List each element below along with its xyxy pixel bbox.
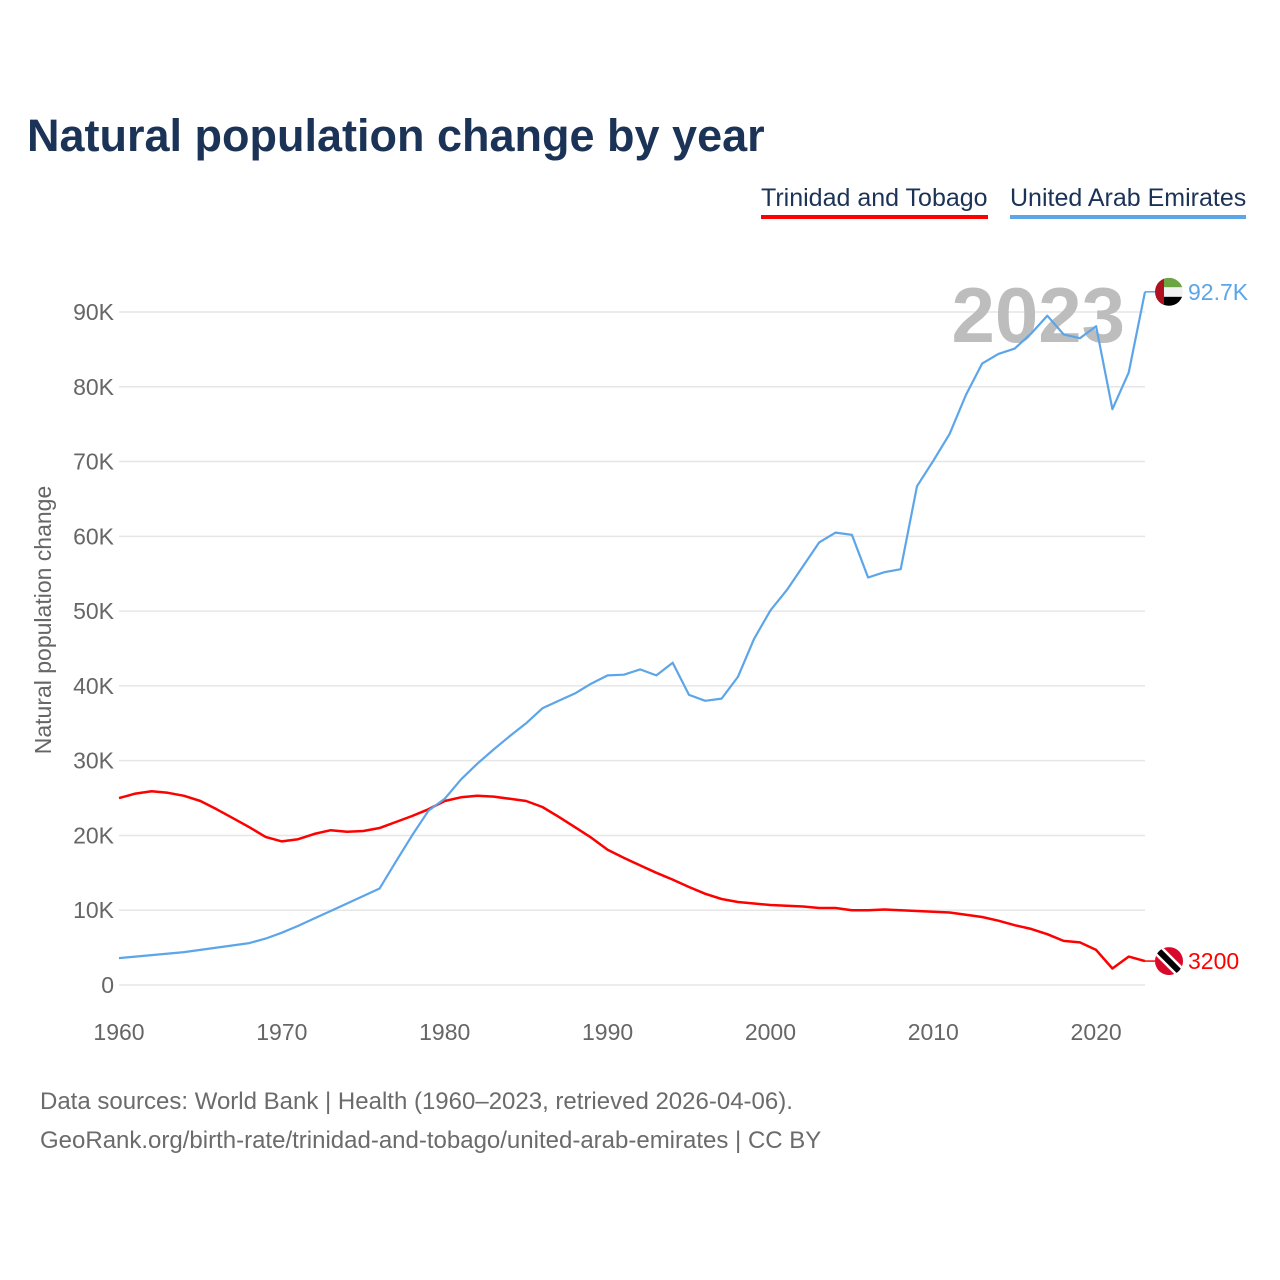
- y-axis-label: Natural population change: [30, 486, 56, 755]
- y-tick-label: 60K: [73, 523, 115, 549]
- trinidad-and-tobago-flag-icon: [1155, 947, 1183, 976]
- y-tick-label: 0: [101, 972, 114, 998]
- end-value-label: 3200: [1188, 948, 1239, 974]
- y-tick-label: 20K: [73, 822, 115, 848]
- united-arab-emirates-flag-icon: [1155, 277, 1183, 306]
- x-tick-label: 2000: [745, 1019, 796, 1045]
- y-tick-label: 80K: [73, 374, 115, 400]
- legend-item-united-arab-emirates[interactable]: United Arab Emirates: [1010, 184, 1247, 219]
- chart-title: Natural population change by year: [27, 110, 765, 161]
- x-tick-label: 1990: [582, 1019, 633, 1045]
- y-tick-label: 90K: [73, 299, 115, 325]
- x-tick-label: 2010: [908, 1019, 959, 1045]
- end-value-label: 92.7K: [1188, 279, 1249, 305]
- x-tick-label: 1970: [256, 1019, 307, 1045]
- y-tick-label: 10K: [73, 897, 115, 923]
- source-note: Data sources: World Bank | Health (1960–…: [40, 1088, 793, 1115]
- x-tick-label: 2020: [1071, 1019, 1122, 1045]
- legend-item-trinidad-and-tobago[interactable]: Trinidad and Tobago: [761, 184, 988, 219]
- y-tick-label: 40K: [73, 673, 115, 699]
- y-tick-label: 30K: [73, 748, 115, 774]
- source-url[interactable]: GeoRank.org/birth-rate/trinidad-and-toba…: [40, 1127, 822, 1154]
- series-line-trinidad-and-tobago[interactable]: [118, 790, 1146, 970]
- y-tick-label: 50K: [73, 598, 115, 624]
- x-tick-label: 1980: [419, 1019, 470, 1045]
- series-line-united-arab-emirates[interactable]: [118, 291, 1147, 960]
- y-tick-label: 70K: [73, 449, 115, 475]
- year-watermark: 2023: [951, 271, 1125, 359]
- x-tick-label: 1960: [93, 1019, 144, 1045]
